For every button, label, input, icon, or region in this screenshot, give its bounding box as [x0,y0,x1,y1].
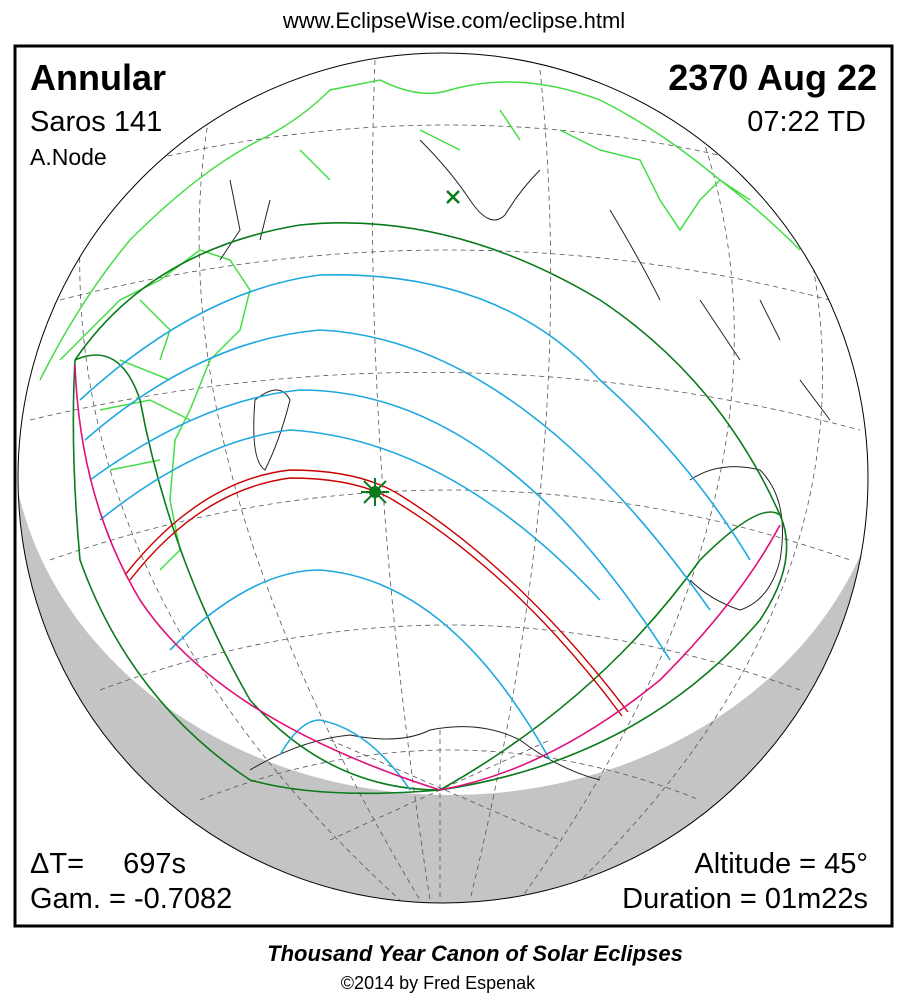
date: 2370 Aug 22 [668,57,877,98]
globe-outline [17,52,869,904]
node: A.Node [30,144,107,170]
eclipse-type: Annular [30,57,166,98]
delta-t-label: ΔT= [30,848,84,880]
delta-t-value: 697s [123,848,186,880]
source-url: www.EclipseWise.com/eclipse.html [282,8,625,33]
duration: Duration = 01m22s [622,883,868,915]
saros: Saros 141 [30,106,162,138]
altitude: Altitude = 45° [694,848,868,880]
greatest-eclipse-marker [361,478,389,506]
subsolar-marker [446,190,460,204]
graticule [29,59,861,901]
footer-title: Thousand Year Canon of Solar Eclipses [267,941,683,966]
day-side [18,53,868,795]
eclipse-paths [72,222,788,795]
footer-credit: ©2014 by Fred Espenak [341,973,536,993]
gamma: Gam. = -0.7082 [30,883,232,915]
time: 07:22 TD [747,106,866,138]
